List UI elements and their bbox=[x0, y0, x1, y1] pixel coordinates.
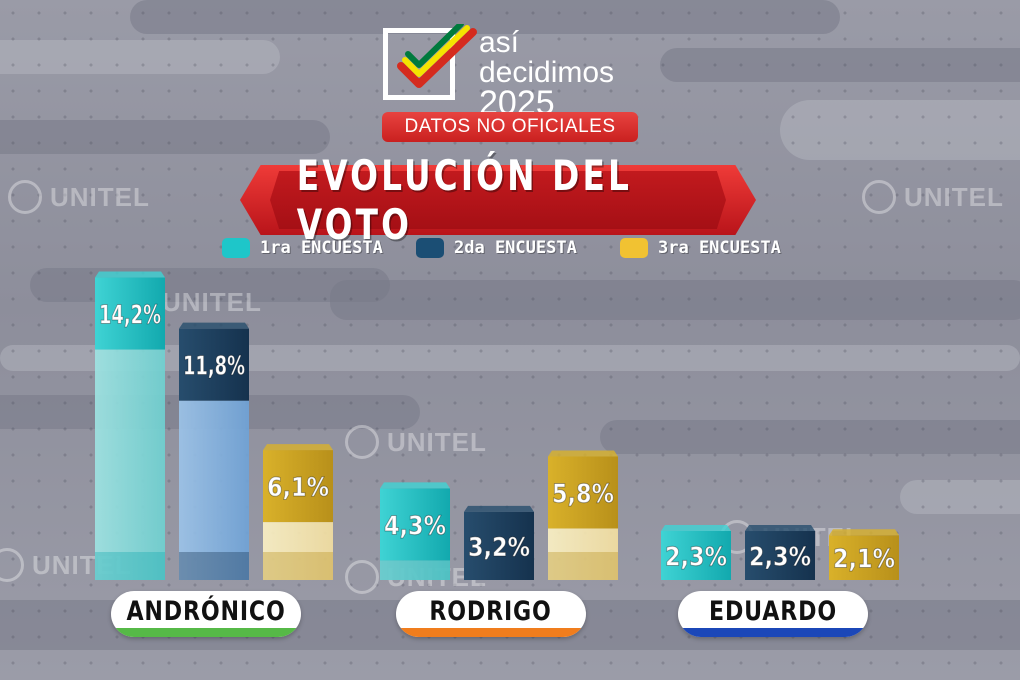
bar-top-face bbox=[263, 444, 333, 451]
bar-3-andrónico: 6,1% bbox=[263, 444, 333, 580]
logo-text-asi: así bbox=[479, 26, 520, 59]
bar-2-andrónico: 11,8% bbox=[179, 322, 249, 580]
bar-cap bbox=[179, 328, 249, 401]
bar-2-rodrigo: 3,2% bbox=[464, 505, 534, 580]
bar-top-face bbox=[464, 505, 534, 512]
bar-top-face bbox=[548, 450, 618, 457]
bar-top-face bbox=[661, 525, 731, 532]
data-label: 2,1% bbox=[833, 545, 895, 575]
bg-streak bbox=[900, 480, 1020, 514]
bar-body bbox=[380, 560, 450, 580]
datos-no-oficiales-badge: DATOS NO OFICIALES bbox=[382, 112, 638, 142]
unitel-logo-icon bbox=[0, 548, 24, 582]
unitel-logo-icon bbox=[862, 180, 896, 214]
bg-streak bbox=[0, 345, 1020, 371]
bar-cap bbox=[95, 277, 165, 350]
bar-base bbox=[548, 552, 618, 580]
legend-swatch bbox=[416, 238, 444, 258]
bar-1-eduardo: 2,3% bbox=[661, 525, 731, 580]
bar-body bbox=[548, 528, 618, 580]
legend-swatch bbox=[222, 238, 250, 258]
logo-box bbox=[383, 28, 455, 100]
legend-label: 3ra ENCUESTA bbox=[658, 238, 781, 258]
bar-1-rodrigo: 4,3% bbox=[380, 482, 450, 580]
bar-2-eduardo: 2,3% bbox=[745, 525, 815, 580]
bg-streak bbox=[0, 120, 330, 154]
watermark: UNITEL bbox=[8, 180, 150, 214]
legend-item-3: 3ra ENCUESTA bbox=[620, 238, 781, 258]
legend-label: 1ra ENCUESTA bbox=[260, 238, 383, 258]
bar-body bbox=[95, 349, 165, 580]
bar-top-face bbox=[179, 322, 249, 329]
legend-item-1: 1ra ENCUESTA bbox=[222, 238, 383, 258]
data-label: 4,3% bbox=[384, 511, 446, 541]
bar-body bbox=[179, 400, 249, 580]
data-label: 2,3% bbox=[665, 543, 727, 573]
category-label-eduardo: EDUARDO bbox=[678, 591, 868, 637]
data-label: 3,2% bbox=[468, 533, 530, 563]
data-label: 6,1% bbox=[267, 473, 329, 503]
chart-title: EVOLUCIÓN DEL VOTO bbox=[296, 151, 632, 249]
asi-decidimos-logo: así decidimos 2025 bbox=[383, 24, 643, 140]
bg-streak bbox=[780, 100, 1020, 160]
bar-base bbox=[263, 552, 333, 580]
data-label: 2,3% bbox=[749, 543, 811, 573]
bar-body bbox=[263, 522, 333, 580]
bar-3-eduardo: 2,1% bbox=[829, 529, 899, 580]
data-label: 14,2% bbox=[99, 301, 161, 331]
title-banner: EVOLUCIÓN DEL VOTO bbox=[240, 151, 756, 249]
bar-base bbox=[179, 552, 249, 580]
legend: 1ra ENCUESTA 2da ENCUESTA 3ra ENCUESTA bbox=[0, 238, 1020, 264]
bar-base bbox=[95, 552, 165, 580]
unitel-logo-icon bbox=[8, 180, 42, 214]
bar-top-face bbox=[829, 529, 899, 536]
bar-cap bbox=[380, 488, 450, 561]
bg-streak bbox=[130, 0, 840, 34]
bar-cap bbox=[661, 531, 731, 580]
logo-text-decidimos: decidimos bbox=[479, 56, 615, 89]
bar-cap bbox=[829, 535, 899, 580]
bg-streak bbox=[660, 48, 1020, 82]
bar-3-rodrigo: 5,8% bbox=[548, 450, 618, 580]
bar-top-face bbox=[745, 525, 815, 532]
bar-cap bbox=[464, 511, 534, 580]
watermark: UNITEL bbox=[345, 425, 487, 459]
bar-cap bbox=[263, 450, 333, 523]
bg-streak bbox=[330, 280, 1020, 320]
bg-streak bbox=[0, 40, 280, 74]
bar-1-andrónico: 14,2% bbox=[95, 271, 165, 580]
unitel-logo-icon bbox=[345, 425, 379, 459]
legend-label: 2da ENCUESTA bbox=[454, 238, 577, 258]
unitel-logo-icon bbox=[345, 560, 379, 594]
bar-cap bbox=[548, 456, 618, 529]
data-label: 5,8% bbox=[552, 479, 614, 509]
bar-cap bbox=[745, 531, 815, 580]
watermark: UNITEL bbox=[862, 180, 1004, 214]
legend-swatch bbox=[620, 238, 648, 258]
checkmark-icon bbox=[397, 24, 477, 88]
bar-top-face bbox=[95, 271, 165, 278]
bar-top-face bbox=[380, 482, 450, 489]
data-label: 11,8% bbox=[183, 352, 245, 382]
bg-streak bbox=[600, 420, 1020, 454]
legend-item-2: 2da ENCUESTA bbox=[416, 238, 577, 258]
category-label-rodrigo: RODRIGO bbox=[396, 591, 586, 637]
category-label-andronico: ANDRÓNICO bbox=[111, 591, 301, 637]
